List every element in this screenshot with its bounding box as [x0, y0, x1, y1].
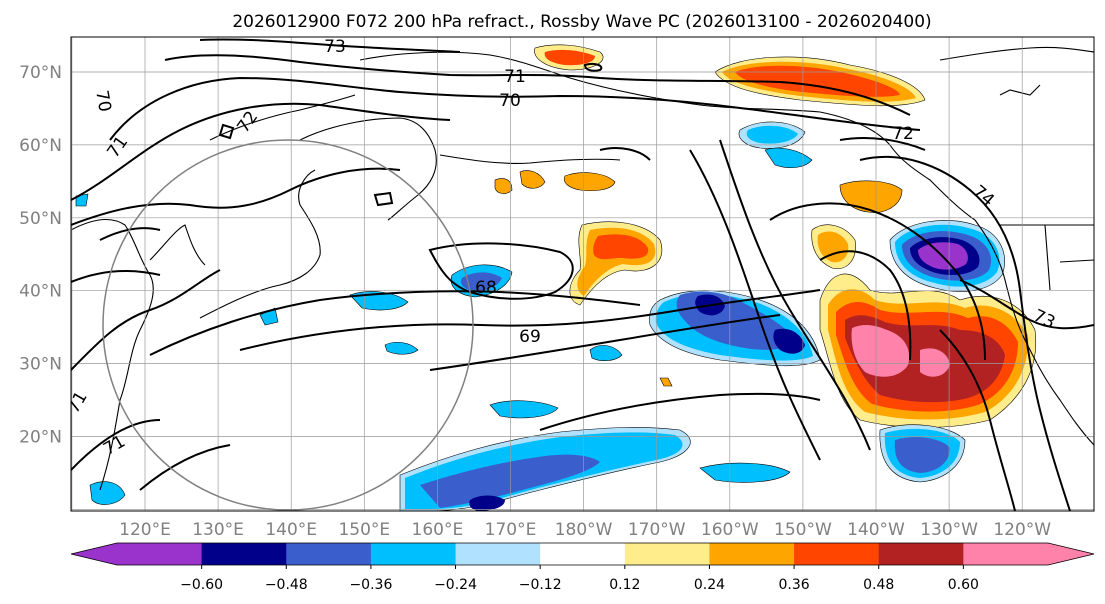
- colorbar-cell: [286, 543, 372, 565]
- reference-circle: [102, 139, 474, 511]
- contour-label: 73: [324, 37, 346, 57]
- colorbar-tick-label: 0.24: [694, 577, 725, 593]
- figure-title: 2026012900 F072 200 hPa refract., Rossby…: [232, 12, 931, 32]
- colorbar-outline: [70, 542, 1095, 566]
- colorbar-tick-label: −0.48: [265, 577, 308, 593]
- colorbar-cell: [963, 543, 1049, 565]
- colorbar-cell: [117, 543, 203, 565]
- map-area: 73 71 70 72 71 70 72 74 68 69 73 71 71: [71, 37, 1094, 511]
- latitude-labels: 70°N 60°N 50°N 40°N 30°N 20°N: [19, 63, 62, 448]
- colorbar-tick-label: −0.60: [180, 577, 223, 593]
- longitude-label: 160°W: [701, 520, 759, 540]
- longitude-label: 170°E: [485, 520, 537, 540]
- colorbar-extend-min: [71, 543, 117, 565]
- colorbar-cell: [624, 543, 710, 565]
- longitude-label: 130°W: [920, 520, 978, 540]
- colorbar-cell: [794, 543, 880, 565]
- longitude-label: 140°E: [265, 520, 317, 540]
- longitude-label: 130°E: [192, 520, 244, 540]
- longitude-label: 150°E: [338, 520, 390, 540]
- colorbar-cell: [455, 543, 541, 565]
- longitude-label: 120°E: [119, 520, 171, 540]
- longitude-label: 120°W: [993, 520, 1051, 540]
- contour-label: 71: [504, 67, 526, 87]
- colorbar-cell: [540, 543, 626, 565]
- longitude-label: 160°E: [412, 520, 464, 540]
- colorbar-cell: [709, 543, 795, 565]
- contour-label: 70: [91, 89, 114, 114]
- map-frame: [70, 36, 1095, 512]
- colorbar-extend-max: [1048, 543, 1094, 565]
- contour-label: 70: [499, 91, 521, 111]
- colorbar-tick-label: 0.36: [779, 577, 810, 593]
- shaded-fields: [75, 44, 1037, 511]
- colorbar-tick-label: −0.12: [519, 577, 562, 593]
- colorbar-cell: [878, 543, 964, 565]
- gridlines: [71, 37, 1094, 511]
- latitude-label: 20°N: [19, 428, 62, 448]
- contour-label: 68: [475, 278, 497, 298]
- latitude-label: 40°N: [19, 282, 62, 302]
- latitude-label: 60°N: [19, 136, 62, 156]
- latitude-label: 50°N: [19, 209, 62, 229]
- colorbar-tick-label: −0.24: [434, 577, 477, 593]
- colorbar-tick-label: 0.48: [863, 577, 894, 593]
- contour-label: 72: [892, 124, 914, 144]
- longitude-label: 140°W: [847, 520, 905, 540]
- colorbar-cell: [370, 543, 457, 565]
- colorbar-cell: [201, 543, 287, 565]
- colorbar: −0.60 −0.48 −0.36 −0.24 −0.12 0.12 0.24 0.36 0.4…: [70, 542, 1095, 593]
- latitude-label: 30°N: [19, 355, 62, 375]
- longitude-labels: 120°E 130°E 140°E 150°E 160°E 170°E 180°W 170°W…: [119, 520, 1051, 540]
- longitude-label: 170°W: [628, 520, 686, 540]
- colorbar-tick-label: 0.60: [948, 577, 979, 593]
- colorbar-tick-label: 0.12: [609, 577, 640, 593]
- longitude-label: 180°W: [555, 520, 613, 540]
- colorbar-tick-label: −0.36: [349, 577, 392, 593]
- longitude-label: 150°W: [774, 520, 832, 540]
- latitude-label: 70°N: [19, 63, 62, 83]
- contour-label: 69: [519, 327, 541, 347]
